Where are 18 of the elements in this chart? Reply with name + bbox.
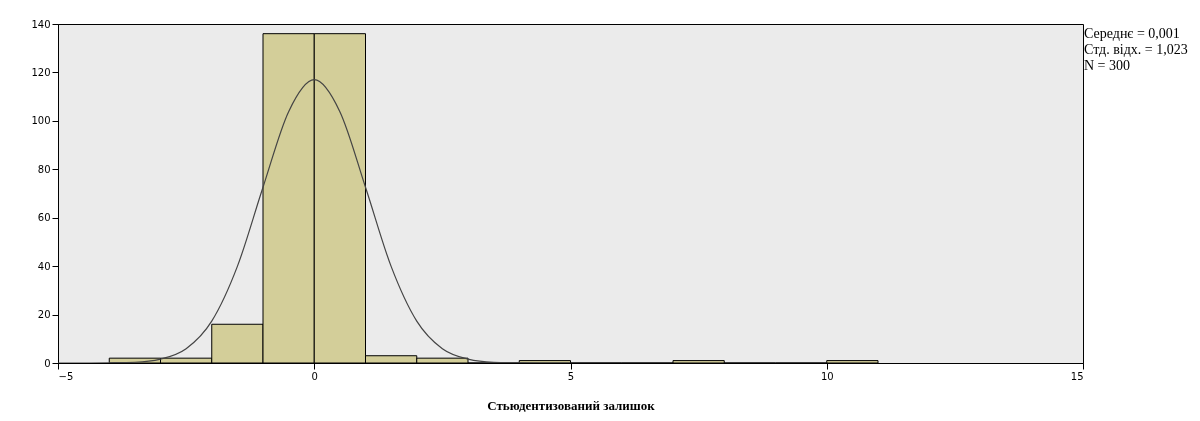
y-tick-label: 20 <box>37 309 51 321</box>
x-tick-label: 5 <box>567 370 575 382</box>
x-tick-label: 10 <box>820 370 834 382</box>
line-series <box>58 79 572 363</box>
x-tick-label: 0 <box>311 370 318 382</box>
x-tick-label: 15 <box>1070 370 1084 382</box>
y-tick-label: 100 <box>31 115 51 127</box>
text: Середнє = 0,001 <box>1084 26 1181 42</box>
y-tick-label: 140 <box>31 18 51 30</box>
y-tick-label: 80 <box>37 163 51 175</box>
text: Стд. відх. = 1,023 <box>1084 42 1188 58</box>
text: N = 300 <box>1084 58 1131 74</box>
y-tick-label: 120 <box>31 66 51 78</box>
x-axis-title: Стьюдентизований залишок <box>487 397 656 413</box>
y-tick-label: 40 <box>37 260 51 272</box>
x-tick-label: −5 <box>58 370 74 382</box>
y-tick-label: 60 <box>37 212 51 224</box>
y-tick-label: 0 <box>44 357 51 369</box>
